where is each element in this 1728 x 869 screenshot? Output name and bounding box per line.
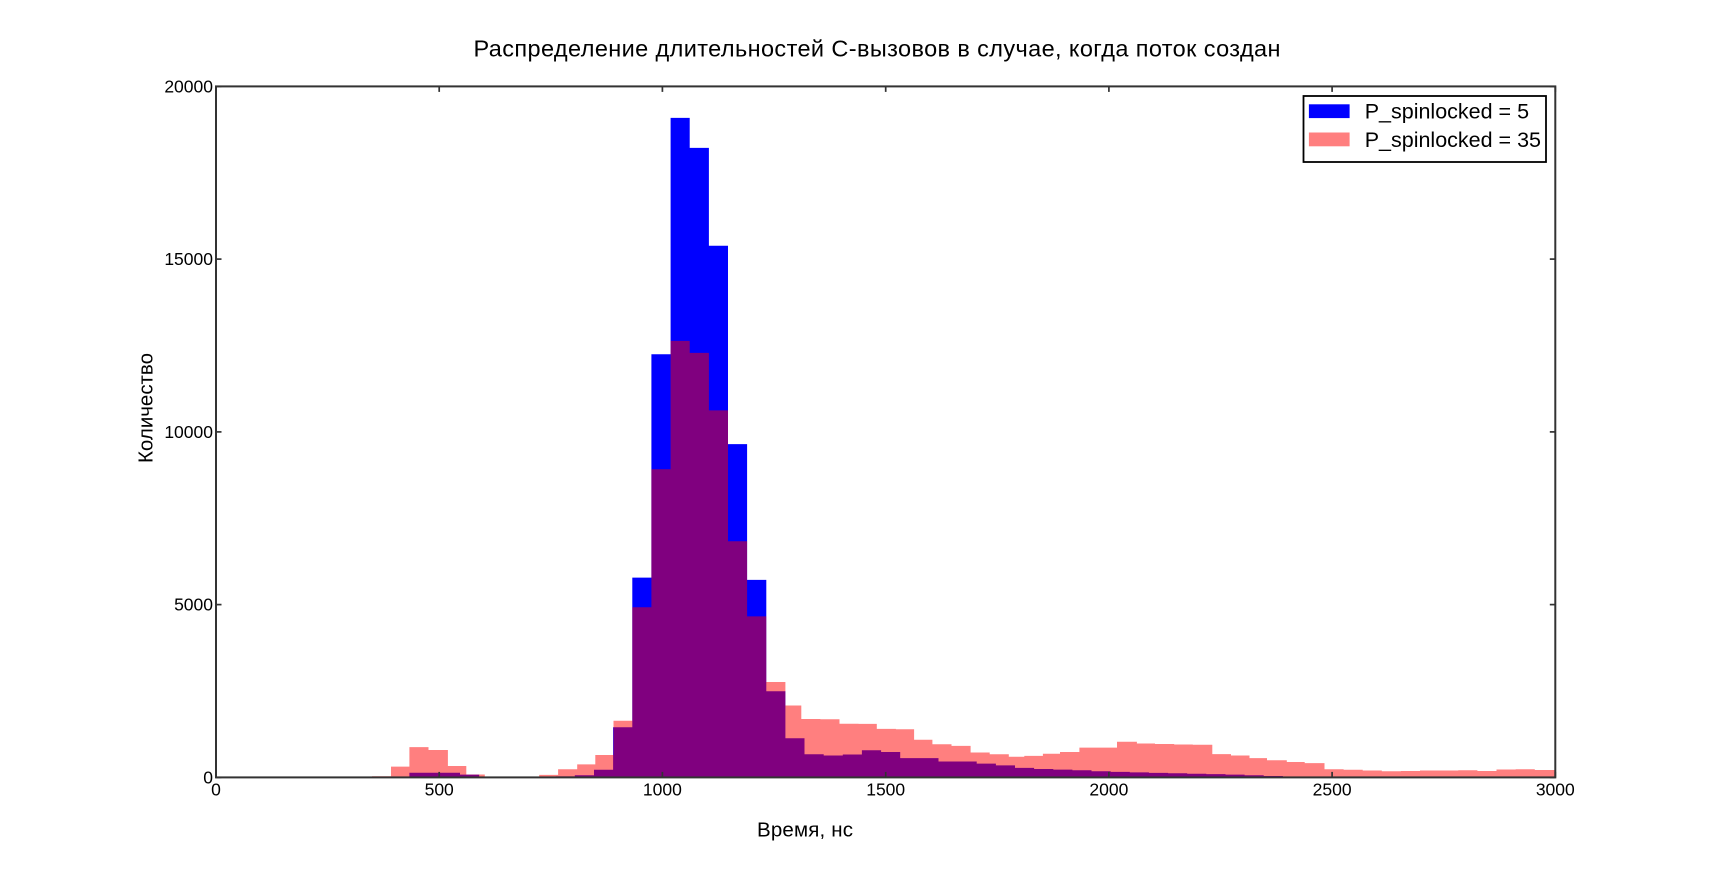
svg-text:Распределение длительностей C-: Распределение длительностей C-вызовов в … [474, 35, 1281, 61]
svg-text:20000: 20000 [164, 76, 213, 96]
svg-text:1500: 1500 [866, 780, 905, 800]
svg-text:2500: 2500 [1313, 780, 1352, 800]
svg-text:2000: 2000 [1089, 780, 1128, 800]
svg-text:5000: 5000 [174, 595, 213, 615]
svg-text:1000: 1000 [643, 780, 682, 800]
svg-text:3000: 3000 [1536, 780, 1575, 800]
svg-text:15000: 15000 [164, 249, 213, 269]
svg-text:10000: 10000 [164, 422, 213, 442]
svg-text:500: 500 [425, 780, 454, 800]
svg-text:Количество: Количество [135, 353, 158, 463]
svg-text:P_spinlocked = 35: P_spinlocked = 35 [1365, 128, 1541, 152]
svg-text:0: 0 [203, 767, 213, 787]
svg-text:P_spinlocked = 5: P_spinlocked = 5 [1365, 100, 1529, 124]
svg-text:0: 0 [211, 780, 221, 800]
svg-text:Время, нс: Время, нс [757, 819, 853, 842]
